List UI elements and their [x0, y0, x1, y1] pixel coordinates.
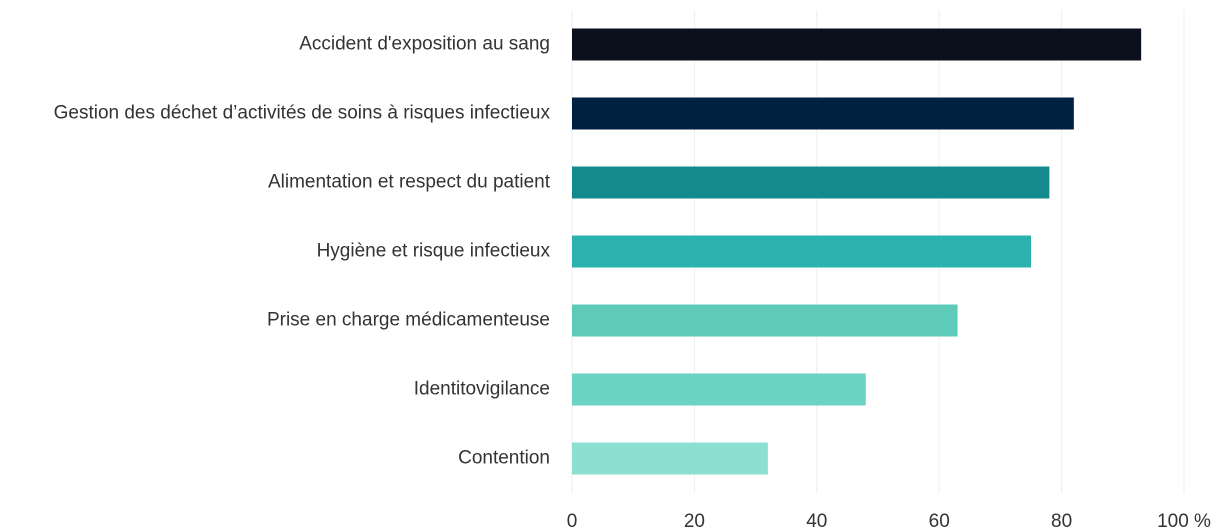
x-tick-label: 20 — [684, 511, 705, 532]
bar — [572, 235, 1031, 268]
x-tick-label: 60 — [929, 511, 950, 532]
bar — [572, 97, 1074, 130]
y-tick-label: Identitovigilance — [414, 379, 550, 400]
bar — [572, 166, 1050, 199]
bar — [572, 373, 866, 406]
bar — [572, 442, 768, 475]
bar — [572, 28, 1142, 61]
x-tick-label: 100 % — [1157, 511, 1211, 532]
y-tick-label: Gestion des déchet d’activités de soins … — [54, 103, 551, 124]
y-tick-label: Hygiène et risque infectieux — [317, 241, 551, 262]
x-tick-label: 0 — [567, 511, 578, 532]
bar — [572, 304, 958, 337]
x-tick-label: 40 — [806, 511, 827, 532]
y-tick-label: Contention — [458, 448, 550, 469]
x-tick-label: 80 — [1051, 511, 1072, 532]
y-tick-label: Alimentation et respect du patient — [268, 172, 551, 193]
y-tick-label: Accident d'exposition au sang — [299, 34, 550, 55]
y-tick-label: Prise en charge médicamenteuse — [267, 310, 550, 331]
